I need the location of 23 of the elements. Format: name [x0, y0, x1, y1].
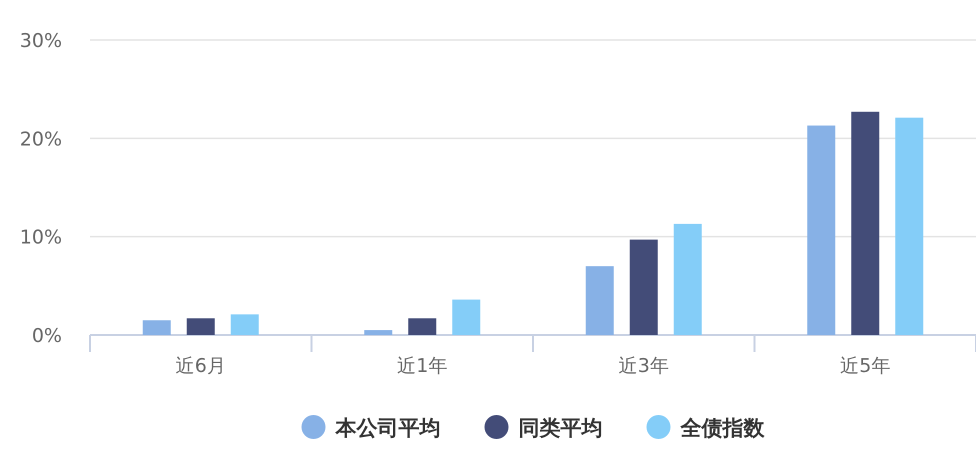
bar	[630, 240, 658, 335]
bar	[452, 300, 480, 335]
bar	[586, 266, 614, 335]
legend-label: 本公司平均	[334, 416, 440, 440]
bar	[230, 314, 259, 335]
y-tick-label: 0%	[32, 325, 62, 347]
y-tick-label: 10%	[20, 226, 62, 249]
bar	[674, 224, 702, 335]
legend-label: 同类平均	[518, 416, 602, 440]
x-tick-label: 近5年	[840, 355, 890, 377]
bar	[408, 318, 436, 335]
legend-label: 全债指数	[680, 416, 766, 440]
bar	[895, 118, 924, 335]
bar	[364, 330, 392, 335]
bar	[186, 318, 215, 335]
x-tick-label: 近3年	[618, 355, 669, 377]
bar	[142, 320, 171, 335]
bar	[807, 126, 836, 335]
x-tick-label: 近6月	[176, 355, 226, 377]
y-tick-label: 30%	[20, 30, 62, 52]
y-tick-label: 20%	[20, 128, 62, 150]
x-tick-label: 近1年	[397, 355, 448, 377]
bar	[851, 112, 880, 335]
